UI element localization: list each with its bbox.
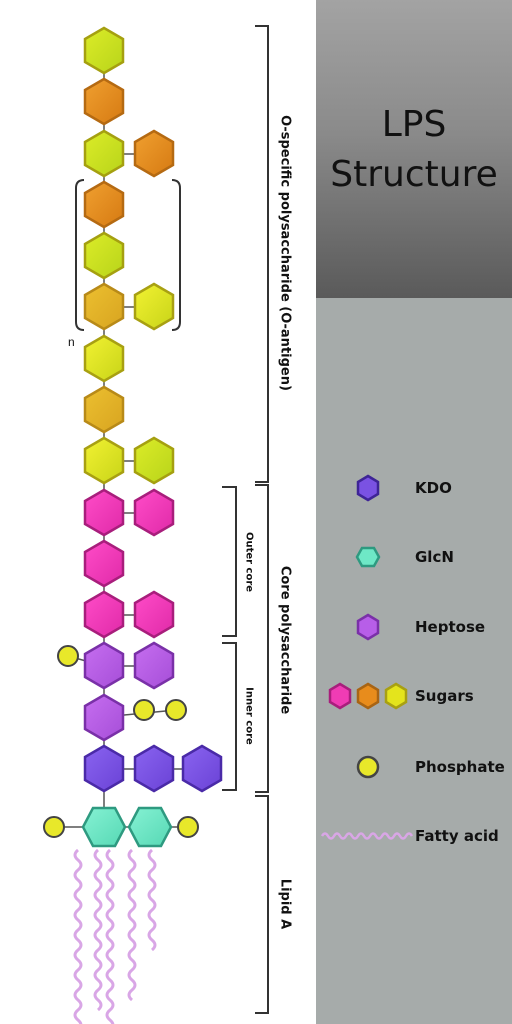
fatty-acid-wave-icon (320, 832, 414, 840)
phosphate-groups (43, 645, 199, 838)
outer-core-label: Outer core (243, 531, 255, 593)
title-box: LPS Structure (316, 0, 512, 298)
left-repeat-bracket (75, 179, 85, 331)
right-repeat-bracket (171, 179, 181, 331)
heptose-hexagon (133, 641, 175, 690)
outer-core-bracket (222, 486, 237, 637)
legend-label-kdo: KDO (415, 479, 452, 497)
phosphate-circle (43, 816, 65, 838)
sugar-residues (81, 26, 223, 848)
sugar-yellow-hexagon (133, 282, 175, 331)
info-panel: LPS Structure KDO GlcN Heptose Sugars Ph… (316, 0, 512, 1024)
fatty-acid-chain (73, 848, 83, 1024)
sugar-magenta-hexagon (133, 488, 175, 537)
phosphate-circle (165, 699, 187, 721)
fatty-acid-chain (147, 848, 157, 952)
title-line-1: LPS (381, 104, 447, 145)
sugar-orange-hexagon (133, 129, 175, 178)
sugar-magenta-hexagon (83, 590, 125, 639)
core-label: Core polysaccharide (277, 565, 293, 715)
sugar-yellow-hexagon (133, 436, 175, 485)
heptose-hexagon (83, 641, 125, 690)
heptose-hexagon (83, 693, 125, 742)
legend-label-fatty-acid: Fatty acid (415, 827, 499, 845)
repeat-unit-brackets (75, 179, 181, 331)
title-line-2: Structure (330, 154, 498, 195)
lipid-a-bracket (255, 795, 269, 1014)
glcn-hexagon (127, 806, 173, 848)
region-brackets (222, 25, 269, 1014)
phosphate-circle (133, 699, 155, 721)
kdo-hexagon (181, 744, 223, 793)
sugar-magenta-hexagon (83, 488, 125, 537)
fatty-acid-chain (93, 848, 103, 1012)
sugar-amber-hexagon (83, 385, 125, 434)
glcn-hexagon-icon (355, 546, 381, 568)
sugar-magenta-hexagon (133, 590, 175, 639)
o-antigen-label: O-specific polysaccharide (O-antigen) (277, 115, 293, 391)
phosphate-circle (57, 645, 79, 667)
legend-icons (320, 474, 414, 840)
sugar-yellow-hexagon (83, 334, 125, 383)
fatty-acid-chain (105, 848, 115, 1024)
o-antigen-bracket (255, 25, 269, 483)
sugar-orange-hexagon (83, 77, 125, 126)
fatty-acid-chain (127, 848, 137, 1002)
repeat-count-label: n (68, 335, 75, 349)
legend-label-glcn: GlcN (415, 548, 454, 566)
sugar-yellow-hexagon (83, 436, 125, 485)
sugar-amber-hexagon (83, 282, 125, 331)
legend-label-sugars: Sugars (415, 687, 474, 705)
core-bracket (255, 484, 269, 793)
kdo-hexagon (83, 744, 125, 793)
legend-label-phosphate: Phosphate (415, 758, 505, 776)
sugar-yellow-hexagon (83, 26, 125, 75)
lps-diagram: n (43, 25, 269, 1024)
inner-core-bracket (222, 642, 237, 791)
sugar-magenta-hexagon (83, 539, 125, 588)
sugar-hexagons-icon (328, 682, 408, 710)
sugar-yellow-hexagon (83, 129, 125, 178)
inner-core-label: Inner core (243, 687, 255, 745)
sugar-orange-hexagon (83, 180, 125, 229)
phosphate-circle (177, 816, 199, 838)
kdo-hexagon-icon (356, 474, 380, 502)
phosphate-circle-icon (356, 755, 380, 779)
glcn-hexagon (81, 806, 127, 848)
kdo-hexagon (133, 744, 175, 793)
legend-label-heptose: Heptose (415, 618, 486, 636)
heptose-hexagon-icon (356, 613, 380, 641)
sugar-yellow-hexagon (83, 231, 125, 280)
lipid-a-label: Lipid A (277, 878, 293, 930)
fatty-acid-chains (73, 848, 157, 1024)
